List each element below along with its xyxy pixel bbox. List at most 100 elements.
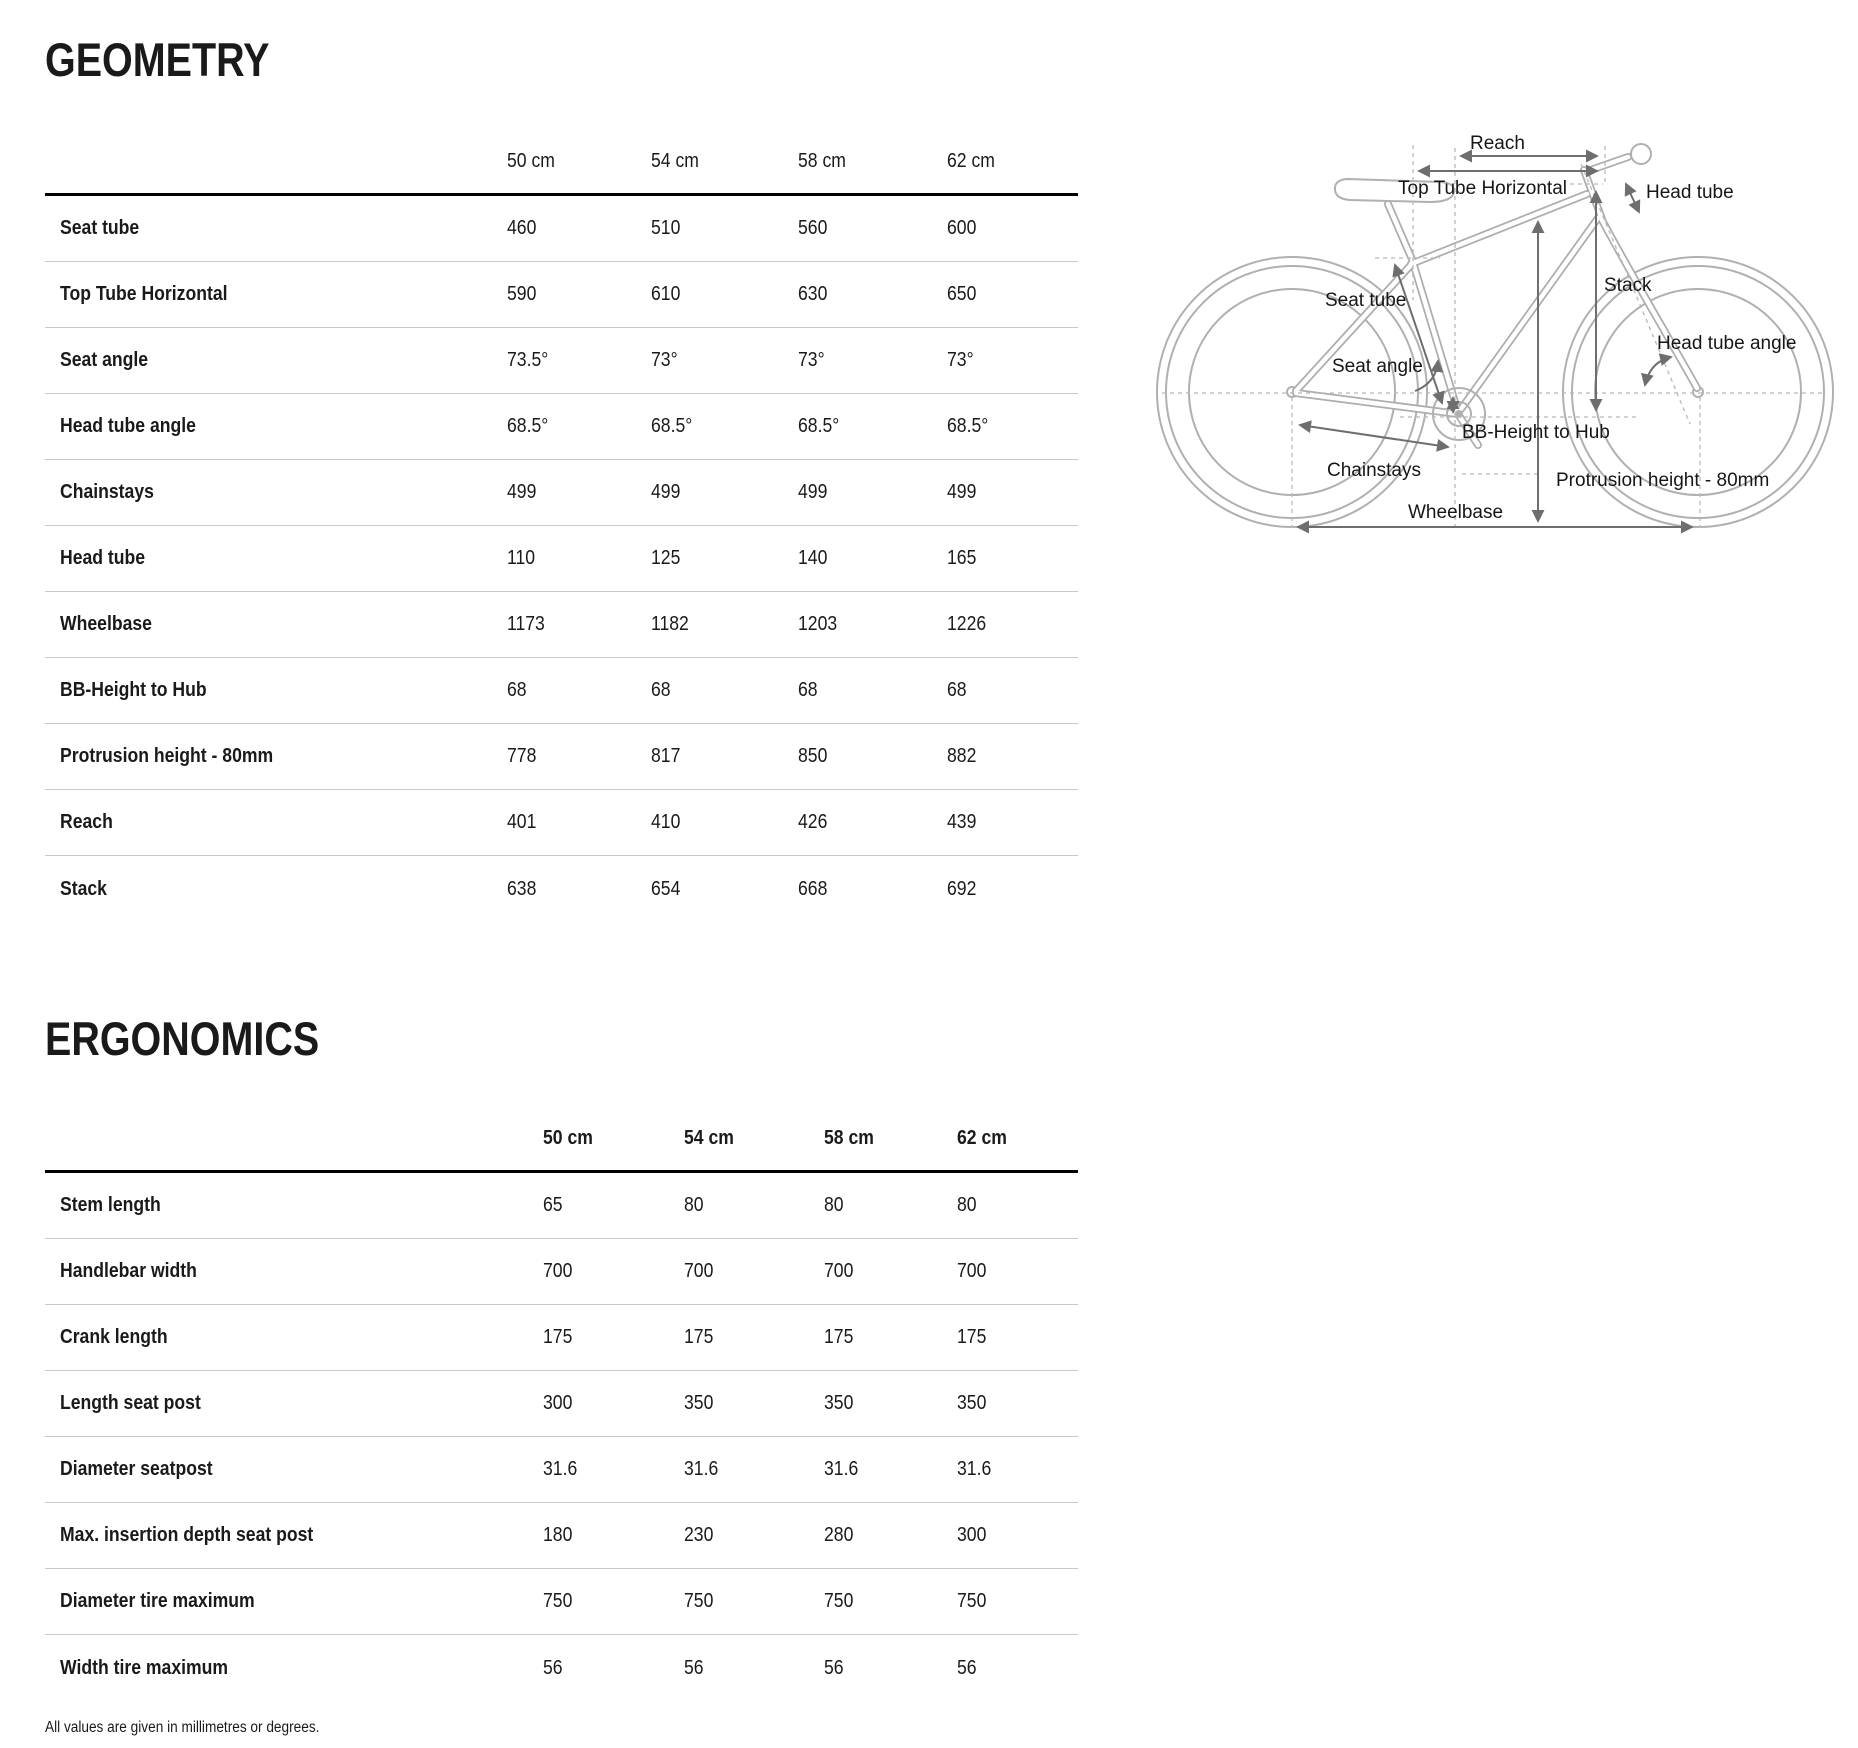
table-row: Width tire maximum 56 56 56 56 bbox=[45, 1635, 1078, 1701]
stack-label: Stack bbox=[1604, 275, 1652, 296]
spec-tables-column: GEOMETRY 50 cm 54 cm 58 cm 62 cm Seat tu… bbox=[45, 36, 1078, 1737]
geometry-table-header: 50 cm 54 cm 58 cm 62 cm bbox=[45, 83, 1078, 196]
chainstays-label: Chainstays bbox=[1327, 460, 1421, 481]
cell: 56 bbox=[543, 1656, 563, 1679]
cell: 630 bbox=[798, 283, 828, 305]
row-label: Width tire maximum bbox=[60, 1656, 229, 1679]
geometry-table: 50 cm 54 cm 58 cm 62 cm Seat tube 460 510 5… bbox=[45, 83, 1078, 922]
row-label: Chainstays bbox=[60, 481, 154, 503]
seat-angle-label: Seat angle bbox=[1332, 356, 1423, 377]
cell: 230 bbox=[684, 1524, 714, 1546]
table-row: Diameter seatpost 31.6 31.6 31.6 31.6 bbox=[45, 1437, 1078, 1503]
row-label: Stem length bbox=[60, 1194, 161, 1216]
cell: 638 bbox=[507, 877, 537, 900]
row-label: Head tube angle bbox=[60, 415, 196, 437]
cell: 56 bbox=[684, 1656, 704, 1679]
cell: 68.5° bbox=[947, 415, 989, 437]
cell: 68 bbox=[947, 679, 967, 701]
diagram-labels: Reach Top Tube Horizontal Head tube Seat… bbox=[1325, 133, 1796, 523]
cell: 31.6 bbox=[957, 1458, 992, 1480]
cell: 350 bbox=[957, 1392, 987, 1414]
cell: 692 bbox=[947, 877, 977, 900]
row-label: Head tube bbox=[60, 547, 146, 569]
cell: 1182 bbox=[651, 613, 689, 635]
column-header: 62 cm bbox=[947, 150, 995, 172]
cell: 350 bbox=[684, 1392, 714, 1414]
column-header: 54 cm bbox=[651, 150, 699, 172]
cell: 31.6 bbox=[684, 1458, 719, 1480]
cell: 654 bbox=[651, 877, 681, 900]
row-label: Diameter seatpost bbox=[60, 1458, 213, 1480]
ergonomics-title: ERGONOMICS bbox=[45, 1012, 320, 1065]
cell: 68.5° bbox=[651, 415, 693, 437]
row-label: Crank length bbox=[60, 1326, 168, 1348]
cell: 426 bbox=[798, 811, 828, 833]
bike-frame bbox=[1292, 143, 1701, 449]
table-row: Head tube 110 125 140 165 bbox=[45, 526, 1078, 592]
cell: 650 bbox=[947, 283, 977, 305]
cell: 750 bbox=[543, 1590, 573, 1612]
table-row: Chainstays 499 499 499 499 bbox=[45, 460, 1078, 526]
cell: 73° bbox=[798, 349, 825, 371]
cell: 110 bbox=[507, 547, 536, 569]
front-wheel bbox=[1562, 256, 1834, 528]
cell: 350 bbox=[824, 1392, 854, 1414]
head-tube-arrow bbox=[1624, 182, 1641, 214]
cell: 80 bbox=[957, 1194, 977, 1216]
cell: 300 bbox=[957, 1524, 987, 1546]
table-row: Crank length 175 175 175 175 bbox=[45, 1305, 1078, 1371]
units-footnote: All values are given in millimetres or d… bbox=[45, 1719, 320, 1736]
cell: 125 bbox=[651, 547, 681, 569]
table-row: Stack 638 654 668 692 bbox=[45, 856, 1078, 922]
cell: 175 bbox=[957, 1326, 987, 1348]
head-tube-label: Head tube bbox=[1646, 182, 1734, 203]
cell: 778 bbox=[507, 745, 537, 767]
cell: 750 bbox=[684, 1590, 714, 1612]
seat-tube-label: Seat tube bbox=[1325, 290, 1406, 311]
cell: 817 bbox=[651, 745, 681, 767]
cell: 750 bbox=[824, 1590, 854, 1612]
cell: 1203 bbox=[798, 613, 838, 635]
construction-lines bbox=[1162, 145, 1826, 528]
column-header: 62 cm bbox=[957, 1127, 1007, 1149]
cell: 510 bbox=[651, 217, 681, 239]
table-row: Head tube angle 68.5° 68.5° 68.5° 68.5° bbox=[45, 394, 1078, 460]
table-row: Seat angle 73.5° 73° 73° 73° bbox=[45, 328, 1078, 394]
cell: 56 bbox=[957, 1656, 977, 1679]
chainring bbox=[1432, 387, 1486, 441]
cell: 750 bbox=[957, 1590, 987, 1612]
cell: 600 bbox=[947, 217, 977, 239]
cell: 68 bbox=[507, 679, 527, 701]
table-row: Top Tube Horizontal 590 610 630 650 bbox=[45, 262, 1078, 328]
cell: 73° bbox=[947, 349, 974, 371]
reach-label: Reach bbox=[1470, 133, 1525, 154]
table-row: Handlebar width 700 700 700 700 bbox=[45, 1239, 1078, 1305]
protrusion-height-label: Protrusion height - 80mm bbox=[1556, 470, 1769, 491]
cell: 700 bbox=[824, 1260, 854, 1282]
cell: 460 bbox=[507, 217, 537, 239]
table-row: Reach 401 410 426 439 bbox=[45, 790, 1078, 856]
column-header: 54 cm bbox=[684, 1127, 734, 1149]
ergonomics-table: 50 cm 54 cm 58 cm 62 cm Stem length 65 80 8… bbox=[45, 1062, 1078, 1701]
column-header: 58 cm bbox=[824, 1127, 874, 1149]
cell: 300 bbox=[543, 1392, 573, 1414]
row-label: Length seat post bbox=[60, 1392, 201, 1414]
row-label: Diameter tire maximum bbox=[60, 1590, 255, 1612]
table-row: Length seat post 300 350 350 350 bbox=[45, 1371, 1078, 1437]
geometry-title: GEOMETRY bbox=[45, 33, 270, 86]
cell: 700 bbox=[684, 1260, 714, 1282]
row-label: BB-Height to Hub bbox=[60, 679, 207, 701]
cell: 668 bbox=[798, 877, 828, 900]
cell: 1226 bbox=[947, 613, 987, 635]
row-label: Seat tube bbox=[60, 217, 140, 239]
table-row: BB-Height to Hub 68 68 68 68 bbox=[45, 658, 1078, 724]
row-label: Reach bbox=[60, 811, 113, 833]
cell: 175 bbox=[543, 1326, 573, 1348]
cell: 73° bbox=[651, 349, 678, 371]
cell: 68.5° bbox=[798, 415, 840, 437]
cell: 31.6 bbox=[543, 1458, 578, 1480]
row-label: Top Tube Horizontal bbox=[60, 283, 228, 305]
cell: 68 bbox=[798, 679, 818, 701]
cell: 700 bbox=[543, 1260, 573, 1282]
saddle bbox=[1333, 177, 1456, 204]
